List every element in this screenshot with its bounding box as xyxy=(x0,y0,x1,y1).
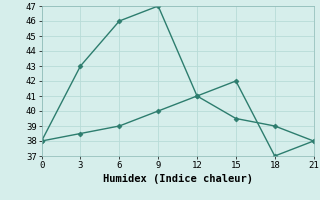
X-axis label: Humidex (Indice chaleur): Humidex (Indice chaleur) xyxy=(103,174,252,184)
